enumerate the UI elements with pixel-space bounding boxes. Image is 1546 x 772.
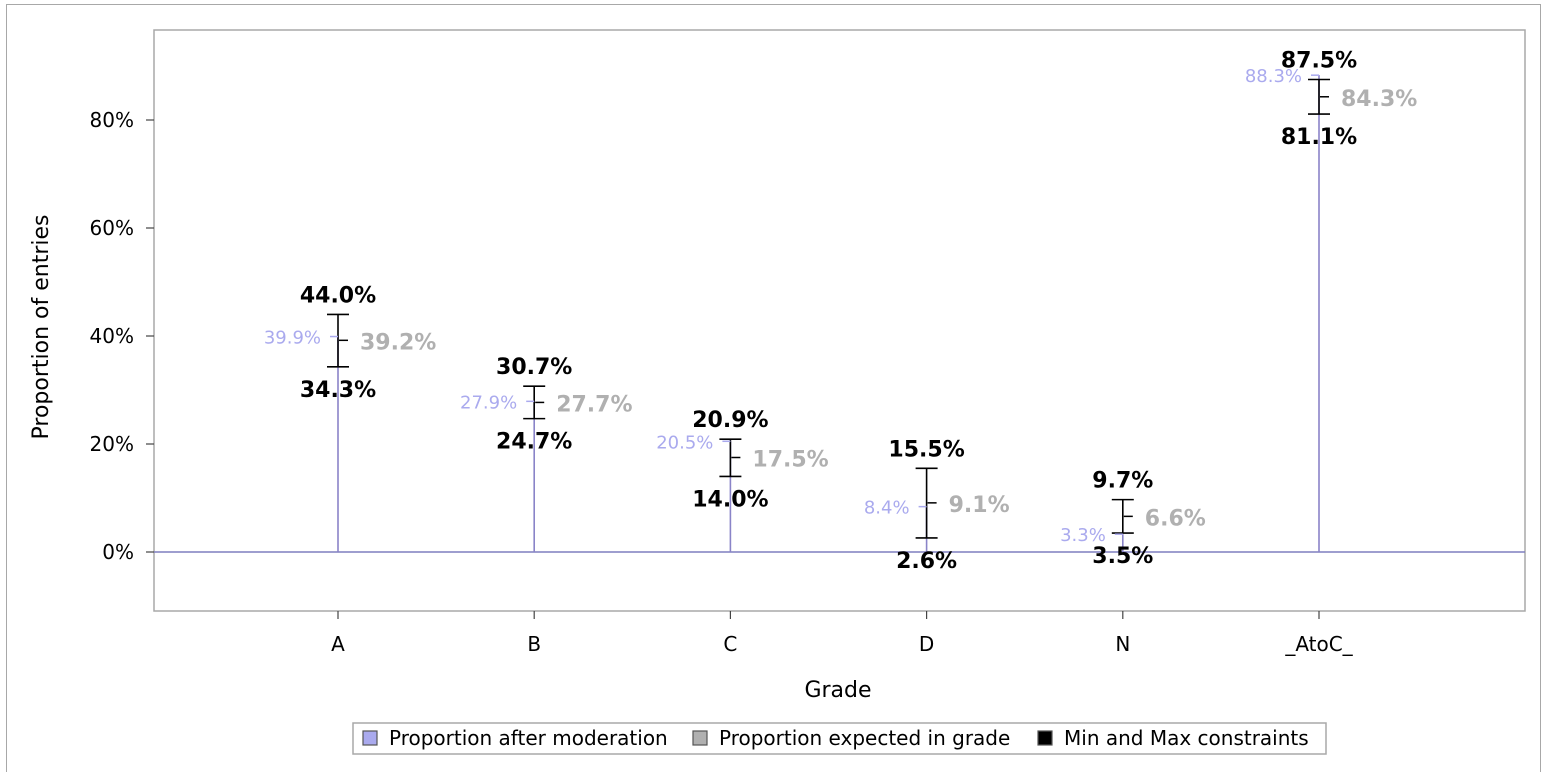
chart-frame xyxy=(6,4,1541,772)
label-moderation: 39.9% xyxy=(264,328,321,349)
label-max: 9.7% xyxy=(1092,469,1153,494)
label-min: 14.0% xyxy=(692,487,768,512)
label-min: 81.1% xyxy=(1281,125,1357,150)
legend-swatch-constraints xyxy=(1037,730,1053,746)
label-max: 20.9% xyxy=(692,408,768,433)
label-min: 34.3% xyxy=(300,378,376,403)
label-expected: 9.1% xyxy=(949,493,1010,518)
x-tick-label: C xyxy=(723,632,737,656)
legend-swatch-expected xyxy=(692,730,708,746)
label-expected: 39.2% xyxy=(360,330,436,355)
y-tick-label: 80% xyxy=(90,108,134,132)
label-moderation: 88.3% xyxy=(1245,66,1302,87)
x-tick-label: N xyxy=(1115,632,1130,656)
label-min: 3.5% xyxy=(1092,544,1153,569)
x-tick-label: A xyxy=(331,632,345,656)
legend: Proportion after moderation Proportion e… xyxy=(352,722,1327,755)
label-min: 2.6% xyxy=(896,549,957,574)
label-max: 87.5% xyxy=(1281,49,1357,74)
label-moderation: 20.5% xyxy=(656,432,713,453)
legend-label-moderation: Proportion after moderation xyxy=(389,726,668,750)
label-min: 24.7% xyxy=(496,430,572,455)
label-moderation: 27.9% xyxy=(460,392,517,413)
label-max: 15.5% xyxy=(888,437,964,462)
label-moderation: 3.3% xyxy=(1060,525,1106,546)
label-max: 30.7% xyxy=(496,355,572,380)
label-expected: 6.6% xyxy=(1145,506,1206,531)
x-tick-label: B xyxy=(527,632,541,656)
label-expected: 17.5% xyxy=(752,448,828,473)
label-expected: 84.3% xyxy=(1341,87,1417,112)
y-tick-label: 0% xyxy=(102,540,134,564)
legend-label-expected: Proportion expected in grade xyxy=(719,726,1010,750)
legend-label-constraints: Min and Max constraints xyxy=(1064,726,1309,750)
x-axis-title: Grade xyxy=(804,678,871,703)
x-tick-label: D xyxy=(919,632,934,656)
label-moderation: 8.4% xyxy=(864,498,910,519)
y-tick-label: 40% xyxy=(90,324,134,348)
legend-swatch-moderation xyxy=(362,730,378,746)
y-tick-label: 20% xyxy=(90,432,134,456)
x-tick-label: _AtoC_ xyxy=(1284,632,1353,656)
label-max: 44.0% xyxy=(300,283,376,308)
y-axis-title: Proportion of entries xyxy=(29,215,54,440)
legend-box xyxy=(352,722,1327,755)
plot-area xyxy=(153,29,1526,612)
label-expected: 27.7% xyxy=(556,392,632,417)
y-tick-label: 60% xyxy=(90,216,134,240)
